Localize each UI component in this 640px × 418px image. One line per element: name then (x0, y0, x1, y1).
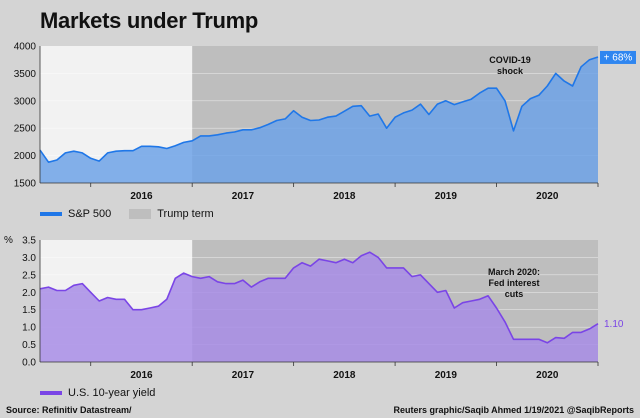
yield-ytick-label: 2.0 (22, 288, 36, 299)
yield-ytick-label: 3.0 (22, 253, 36, 264)
source-note: Source: Refinitiv Datastream/ (6, 405, 132, 415)
yield-ytick-label: 1.5 (22, 305, 36, 316)
yield-ytick-label: 0.5 (22, 340, 36, 351)
yield-chart: 0.0 0.5 1.0 1.5 2.0 2.5 3.0 3.5% 2016 2017 2018 201… (4, 235, 624, 381)
legend-item-sp500: S&P 500 (40, 208, 111, 220)
sp500-xtick-label: 2020 (536, 191, 559, 202)
yield-ytick-label: 0.0 (22, 358, 36, 369)
sp500-ytick-label: 2000 (14, 151, 37, 162)
sp500-xtick-label: 2018 (333, 191, 356, 202)
yield-xtick-label: 2018 (333, 370, 356, 381)
sp500-xtick-label: 2019 (435, 191, 458, 202)
yield-area (40, 252, 598, 362)
yield-legend: U.S. 10-year yield (40, 387, 173, 399)
sp500-end-badge (600, 50, 636, 64)
yield-xtick-label: 2016 (130, 370, 153, 381)
legend-item-trump-term: Trump term (129, 208, 214, 220)
yield-line (39, 251, 599, 344)
sp500-line (39, 56, 599, 163)
sp500-ytick-label: 2500 (14, 124, 37, 135)
legend-label-sp500: S&P 500 (68, 208, 112, 220)
sp500-chart: 1500 2000 2500 3000 3500 4000 2016 2017 2018 2019… (14, 42, 636, 202)
sp500-ytick-label: 3500 (14, 69, 37, 80)
yield-annotation-line: March 2020: (488, 267, 540, 277)
yield-xtick-label: 2020 (536, 370, 559, 381)
legend-label-yield: U.S. 10-year yield (68, 387, 156, 399)
yield-y-unit-label: % (4, 235, 13, 246)
sp500-legend: S&P 500 Trump term (40, 208, 232, 220)
yield-annotation-line: Fed interest (488, 278, 539, 288)
trump-term-swatch (129, 209, 152, 219)
sp500-ytick-label: 1500 (14, 179, 37, 190)
sp500-ytick-label: 4000 (14, 42, 37, 53)
yield-ytick-label: 3.5 (22, 236, 36, 247)
sp500-annotation-line: shock (497, 66, 524, 76)
yield-ytick-label: 1.0 (22, 323, 36, 334)
yield-swatch (40, 391, 62, 395)
yield-end-label: 1.10 (604, 319, 624, 330)
sp500-ytick-label: 3000 (14, 96, 37, 107)
yield-ytick-label: 2.5 (22, 270, 36, 281)
yield-annotation-line: cuts (505, 289, 524, 299)
sp500-end-label: + 68% (604, 52, 633, 63)
yield-xtick-label: 2019 (435, 370, 458, 381)
credit-note: Reuters graphic/Saqib Ahmed 1/19/2021 @S… (393, 405, 634, 415)
sp500-xtick-label: 2016 (130, 191, 153, 202)
legend-item-yield: U.S. 10-year yield (40, 387, 155, 399)
yield-xtick-label: 2017 (232, 370, 255, 381)
sp500-xtick-label: 2017 (232, 191, 255, 202)
legend-label-trump-term: Trump term (157, 208, 214, 220)
chart-title: Markets under Trump (40, 8, 259, 33)
sp500-swatch (40, 212, 62, 216)
sp500-annotation-line: COVID-19 (489, 55, 531, 65)
